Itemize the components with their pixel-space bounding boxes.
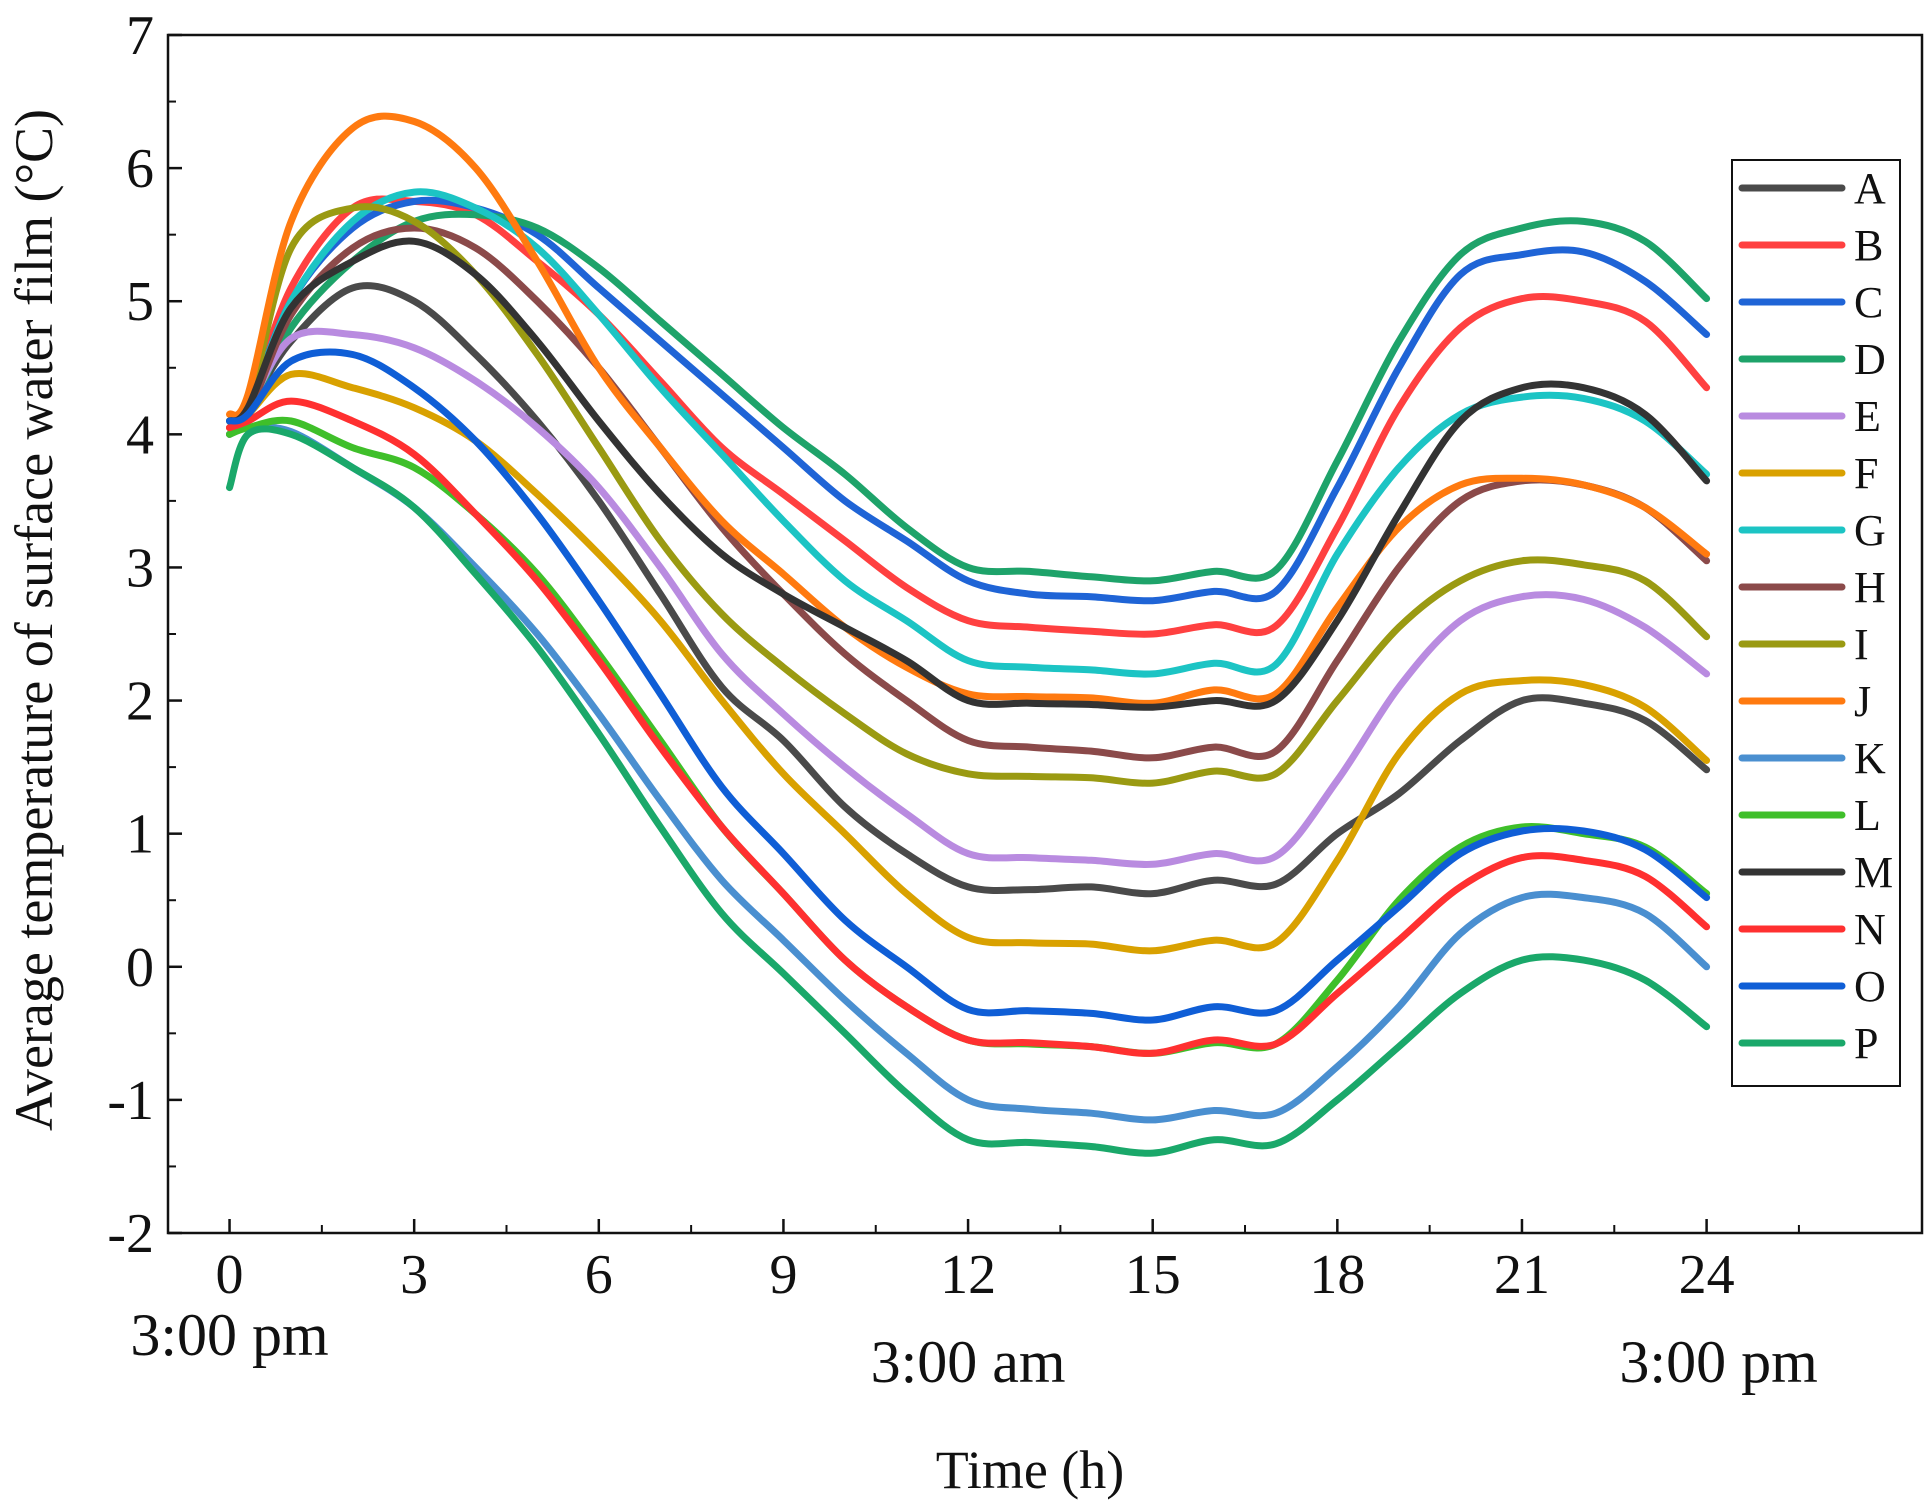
series-line-d xyxy=(226,210,1711,585)
y-tick-label: -1 xyxy=(107,1070,154,1132)
y-tick-label: 3 xyxy=(126,537,154,599)
time-note-label: 3:00 pm xyxy=(130,1302,328,1368)
x-tick-label: 9 xyxy=(769,1244,797,1306)
x-tick-label: 0 xyxy=(216,1244,244,1306)
series-line-j xyxy=(226,112,1711,707)
series-line-e xyxy=(226,327,1711,868)
series-line-c xyxy=(226,196,1711,605)
y-tick-label: 7 xyxy=(126,5,154,67)
y-tick-label: 4 xyxy=(126,404,154,466)
x-tick-label: 3 xyxy=(400,1244,428,1306)
y-tick-label: 0 xyxy=(126,937,154,999)
legend-label-d: D xyxy=(1854,335,1886,384)
time-annotations: 3:00 pm 3:00 am 3:00 pm xyxy=(130,1302,1817,1395)
legend-label-h: H xyxy=(1854,563,1886,612)
legend-label-o: O xyxy=(1854,962,1886,1011)
series-line-p xyxy=(226,425,1711,1157)
x-tick-label: 12 xyxy=(940,1244,996,1306)
legend-label-j: J xyxy=(1854,677,1871,726)
legend-label-k: K xyxy=(1854,734,1886,783)
legend-label-l: L xyxy=(1854,791,1881,840)
legend-label-n: N xyxy=(1854,905,1886,954)
x-tick-label: 21 xyxy=(1494,1244,1550,1306)
y-tick-label: 6 xyxy=(126,138,154,200)
y-tick-label: 2 xyxy=(126,671,154,733)
y-tick-label: -2 xyxy=(107,1203,154,1265)
series-lines xyxy=(226,112,1711,1157)
series-line-i xyxy=(226,203,1711,787)
series-line-a xyxy=(226,282,1711,898)
legend-label-c: C xyxy=(1854,278,1883,327)
y-axis-label: Average temperature of surface water fil… xyxy=(4,109,64,1131)
legend-label-m: M xyxy=(1854,848,1893,897)
time-note-label: 3:00 pm xyxy=(1619,1329,1817,1395)
legend-label-p: P xyxy=(1854,1019,1878,1068)
y-tick-label: 1 xyxy=(126,804,154,866)
series-line-g xyxy=(226,188,1711,678)
x-axis-label: Time (h) xyxy=(936,1440,1125,1500)
x-tick-label: 15 xyxy=(1125,1244,1181,1306)
series-line-h xyxy=(226,224,1711,762)
series-line-o xyxy=(226,348,1711,1024)
time-note-label: 3:00 am xyxy=(871,1329,1066,1395)
legend-label-e: E xyxy=(1854,392,1881,441)
legend-label-i: I xyxy=(1854,620,1869,669)
series-line-f xyxy=(226,370,1711,955)
x-tick-label: 6 xyxy=(585,1244,613,1306)
legend-label-f: F xyxy=(1854,449,1878,498)
legend-label-g: G xyxy=(1854,506,1886,555)
x-tick-label: 24 xyxy=(1679,1244,1735,1306)
series-line-m xyxy=(226,237,1711,711)
series-line-n xyxy=(226,397,1711,1057)
y-tick-label: 5 xyxy=(126,271,154,333)
legend-label-a: A xyxy=(1854,164,1886,213)
legend-label-b: B xyxy=(1854,221,1883,270)
x-tick-label: 18 xyxy=(1309,1244,1365,1306)
